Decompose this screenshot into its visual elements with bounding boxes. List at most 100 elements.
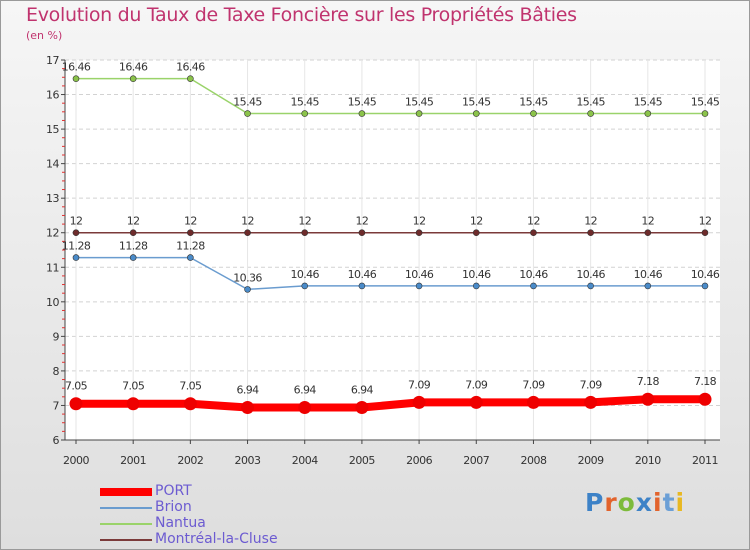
data-point-montreal-la-cluse (244, 229, 251, 237)
data-label-brion: 11.28 (119, 240, 148, 253)
x-tick-label: 2002 (177, 454, 203, 467)
x-tick-label: 2001 (120, 454, 146, 467)
data-point-montreal-la-cluse (472, 229, 480, 237)
data-point-brion (701, 282, 709, 290)
y-tick-label: 11 (46, 261, 59, 274)
data-label-montreal-la-cluse: 12 (241, 215, 254, 228)
data-label-brion: 10.46 (519, 268, 548, 281)
data-label-brion: 10.46 (348, 268, 377, 281)
data-point-brion (644, 282, 652, 290)
legend-swatch-montreal-la-cluse (100, 539, 152, 541)
data-label-brion: 10.46 (634, 268, 663, 281)
data-label-nantua: 16.46 (176, 61, 205, 74)
data-point-brion (358, 282, 366, 290)
data-point-port (469, 395, 483, 409)
data-label-nantua: 16.46 (119, 61, 148, 74)
data-point-brion (530, 282, 537, 290)
data-label-nantua: 16.46 (62, 61, 91, 74)
data-label-port: 6.94 (294, 384, 317, 397)
x-tick-label: 2007 (463, 454, 489, 467)
proxiti-logo: Proxiti (585, 488, 685, 517)
data-label-montreal-la-cluse: 12 (641, 215, 654, 228)
data-label-montreal-la-cluse: 12 (184, 215, 197, 228)
data-label-brion: 10.46 (462, 268, 491, 281)
data-point-brion (587, 282, 594, 290)
data-label-montreal-la-cluse: 12 (527, 215, 540, 228)
data-point-port (183, 397, 197, 411)
y-tick-label: 17 (46, 54, 59, 67)
data-label-port: 7.05 (179, 380, 202, 393)
series-line-brion (75, 256, 706, 291)
y-tick-label: 10 (46, 296, 59, 309)
plot-area (65, 60, 720, 440)
data-label-brion: 10.46 (290, 268, 319, 281)
chart-title: Evolution du Taux de Taxe Foncière sur l… (26, 4, 577, 26)
data-point-brion (415, 282, 423, 290)
x-tick-label: 2009 (578, 454, 604, 467)
data-point-montreal-la-cluse (530, 229, 537, 237)
y-tick-label: 13 (46, 192, 59, 205)
data-label-montreal-la-cluse: 12 (413, 215, 426, 228)
data-point-port (355, 401, 369, 415)
x-tick-label: 2010 (635, 454, 661, 467)
legend-swatch-brion (100, 507, 152, 509)
data-label-brion: 11.28 (62, 240, 91, 253)
series-line-nantua (75, 77, 706, 115)
data-point-port (126, 397, 140, 411)
data-label-montreal-la-cluse: 12 (298, 215, 311, 228)
data-label-port: 7.05 (122, 380, 145, 393)
data-label-port: 7.18 (694, 375, 717, 388)
data-label-nantua: 15.45 (405, 96, 434, 109)
data-point-brion (187, 254, 194, 261)
y-tick-label: 12 (46, 227, 59, 240)
data-label-brion: 10.36 (233, 271, 262, 284)
legend-label-montreal-la-cluse: Montréal-la-Cluse (155, 531, 278, 547)
data-label-montreal-la-cluse: 12 (356, 215, 369, 228)
data-label-nantua: 15.45 (290, 96, 319, 109)
data-label-montreal-la-cluse: 12 (127, 215, 140, 228)
data-point-brion (72, 254, 80, 261)
data-point-nantua (358, 110, 366, 117)
data-label-port: 7.09 (522, 378, 545, 391)
data-label-montreal-la-cluse: 12 (699, 215, 712, 228)
logo-letter: r (604, 488, 618, 517)
data-label-nantua: 15.45 (576, 96, 605, 109)
data-label-port: 7.09 (408, 378, 431, 391)
data-point-port (69, 397, 83, 411)
logo-letter: P (585, 488, 605, 517)
x-tick-label: 2008 (520, 454, 546, 467)
legend-label-port: PORT (155, 483, 192, 499)
data-label-brion: 11.28 (176, 240, 205, 253)
y-tick-label: 6 (53, 434, 60, 447)
data-label-port: 7.09 (580, 378, 603, 391)
x-tick-label: 2000 (63, 454, 89, 467)
x-tick-label: 2004 (292, 454, 318, 467)
data-point-port (412, 395, 426, 409)
data-point-port (584, 395, 598, 409)
logo-letter: i (653, 488, 663, 517)
logo-letter: t (662, 488, 676, 517)
data-point-nantua (72, 75, 80, 82)
data-label-montreal-la-cluse: 12 (584, 215, 597, 228)
data-point-nantua (301, 110, 309, 117)
data-label-nantua: 15.45 (634, 96, 663, 109)
data-label-brion: 10.46 (691, 268, 720, 281)
legend-label-nantua: Nantua (155, 515, 206, 531)
data-label-brion: 10.46 (405, 268, 434, 281)
data-label-nantua: 15.45 (519, 96, 548, 109)
data-label-port: 7.05 (65, 380, 88, 393)
data-point-brion (129, 254, 137, 261)
data-point-nantua (701, 110, 709, 117)
data-label-port: 7.09 (465, 378, 488, 391)
y-tick-label: 8 (53, 365, 60, 378)
data-point-nantua (587, 110, 594, 117)
y-tick-label: 15 (46, 123, 59, 136)
data-point-montreal-la-cluse (187, 229, 194, 237)
data-point-brion (244, 286, 251, 293)
data-point-brion (301, 282, 309, 290)
chart-subtitle: (en %) (26, 29, 63, 42)
series-line-port (72, 395, 709, 412)
x-tick-label: 2006 (406, 454, 432, 467)
data-point-montreal-la-cluse (72, 229, 80, 237)
x-tick-label: 2003 (235, 454, 261, 467)
